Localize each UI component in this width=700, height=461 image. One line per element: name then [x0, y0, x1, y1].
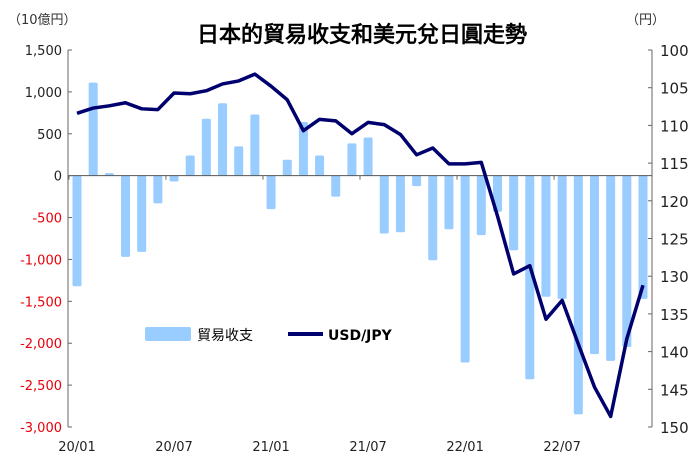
bar-20/08 — [185, 155, 195, 176]
x-tick-label: 22/07 — [543, 440, 580, 455]
bar-22/11 — [622, 175, 632, 347]
x-tick-label: 22/01 — [446, 440, 483, 455]
bar-21/03 — [298, 122, 308, 176]
right-tick-label: 140 — [660, 344, 689, 362]
bar-21/08 — [379, 175, 389, 234]
bar-20/07 — [169, 175, 179, 182]
bar-21/07 — [363, 137, 373, 176]
bars — [72, 82, 648, 415]
chart-title: 日本的貿易收支和美元兌日圓走勢 — [197, 22, 527, 48]
legend-bar-label: 貿易收支 — [197, 328, 253, 344]
left-axis-unit: （10億円） — [8, 12, 77, 28]
bar-20/05 — [137, 175, 147, 252]
x-tick-label: 21/01 — [252, 440, 289, 455]
bar-20/01 — [72, 175, 82, 287]
left-tick-label: 0 — [54, 170, 62, 185]
left-tick-label: -2,500 — [20, 379, 62, 394]
legend: 貿易收支 USD/JPY — [145, 327, 393, 344]
bar-21/11 — [428, 175, 438, 261]
axes: 1,500 1,000 500 0 -500 -1,000 -1,500 -2,000 -2,5… — [20, 42, 689, 455]
right-axis-unit: （円） — [626, 13, 665, 28]
right-tick-label: 120 — [660, 193, 689, 211]
bar-21/09 — [395, 175, 405, 233]
left-tick-label: -500 — [32, 212, 62, 227]
right-tick-label: 130 — [660, 268, 689, 286]
bar-21/10 — [412, 175, 422, 187]
right-tick-label: 110 — [660, 117, 689, 135]
bar-20/06 — [153, 175, 163, 204]
left-tick-label: 1,500 — [25, 44, 62, 59]
bar-20/02 — [88, 82, 98, 176]
x-tick-label: 20/07 — [155, 440, 192, 455]
right-tick-label: 115 — [660, 155, 689, 173]
bar-21/12 — [444, 175, 454, 230]
bar-20/10 — [218, 103, 228, 176]
right-tick-label: 145 — [660, 381, 689, 399]
left-tick-label: -1,000 — [20, 253, 62, 268]
left-tick-label: 1,000 — [25, 86, 62, 101]
left-tick-label: 500 — [37, 128, 62, 143]
usd-jpy-line — [76, 72, 645, 419]
bar-21/06 — [347, 143, 357, 176]
bar-21/01 — [266, 175, 276, 210]
legend-bar-swatch — [145, 327, 191, 341]
bar-22/10 — [606, 175, 616, 361]
bar-21/05 — [331, 175, 341, 197]
left-tick-label: -1,500 — [20, 295, 62, 310]
bar-22/05 — [525, 175, 535, 380]
bar-22/07 — [557, 175, 567, 299]
right-tick-label: 100 — [660, 42, 689, 60]
bar-22/12 — [638, 175, 648, 299]
left-tick-label: -2,000 — [20, 337, 62, 352]
x-tick-label: 21/07 — [349, 440, 386, 455]
bar-22/06 — [541, 175, 551, 297]
bar-20/12 — [250, 114, 260, 176]
bar-22/02 — [476, 175, 486, 236]
bar-20/04 — [121, 175, 131, 257]
legend-line-label: USD/JPY — [328, 328, 393, 344]
line-series — [76, 72, 645, 419]
bar-22/09 — [589, 175, 599, 355]
bar-21/04 — [315, 155, 325, 176]
right-tick-label: 135 — [660, 306, 689, 324]
right-tick-label: 150 — [660, 419, 689, 437]
bar-22/08 — [573, 175, 583, 415]
right-tick-label: 105 — [660, 80, 689, 98]
bar-21/02 — [282, 159, 292, 176]
right-tick-label: 125 — [660, 231, 689, 249]
bar-20/03 — [104, 173, 114, 176]
x-tick-label: 20/01 — [58, 440, 95, 455]
bar-22/01 — [460, 175, 470, 363]
bar-20/11 — [234, 146, 244, 176]
left-tick-label: -3,000 — [20, 421, 62, 436]
bar-22/04 — [509, 175, 519, 251]
bar-20/09 — [201, 118, 211, 176]
